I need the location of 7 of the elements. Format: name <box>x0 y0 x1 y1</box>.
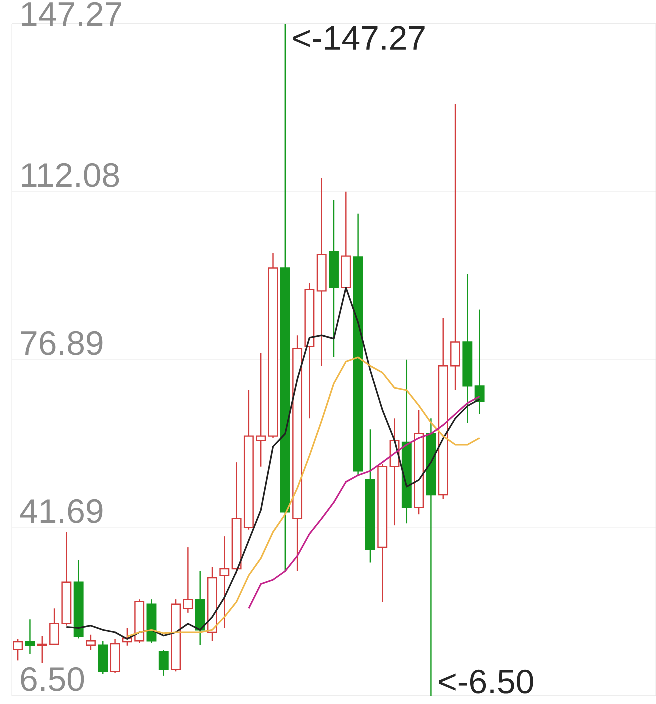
annotation: <-147.27 <box>294 26 425 50</box>
y-tick-label: 76.89 <box>21 331 103 356</box>
annotation: <-6.50 <box>439 670 534 694</box>
y-tick-label: 147.27 <box>22 2 122 26</box>
y-tick-label: 6.50 <box>21 667 84 692</box>
y-tick-label: 112.08 <box>22 163 120 188</box>
y-tick-label: 41.69 <box>20 499 103 524</box>
